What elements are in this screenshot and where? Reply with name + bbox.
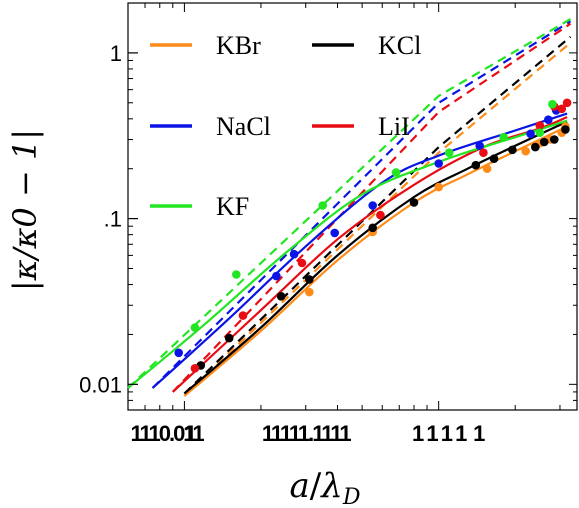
legend-label-kbr: KBr [216, 31, 261, 60]
y-tick-label: 0.01 [79, 372, 122, 397]
data-point-kcl [305, 275, 314, 284]
data-point-nacl [526, 129, 535, 139]
data-point-kcl [539, 137, 549, 147]
data-point-nacl [272, 271, 281, 281]
data-point-kf [499, 132, 508, 142]
theory-curves [127, 112, 568, 397]
data-point-lii [562, 98, 572, 108]
data-point-lii [376, 210, 385, 220]
data-point-lii [535, 121, 545, 130]
asymptote-lii [172, 22, 572, 393]
data-point-lii [479, 148, 488, 157]
data-point-nacl [289, 249, 299, 259]
data-point-kcl [531, 142, 540, 152]
theory-curve-nacl [151, 112, 568, 389]
legend: KBr KCl NaCl LiI KF [150, 31, 421, 221]
legend-label-lii: LiI [378, 112, 410, 141]
asymptote-kf [127, 18, 572, 389]
x-axis-title-a: a [290, 466, 310, 506]
data-point-kcl [276, 292, 286, 301]
data-point-nacl [368, 201, 378, 210]
data-point-kf [190, 323, 200, 332]
data-point-lii [557, 104, 567, 114]
data-point-kcl [409, 198, 419, 207]
theory-curve-kf [127, 119, 568, 389]
data-point-kcl [368, 223, 378, 233]
data-point-nacl [174, 348, 183, 358]
data-point-kcl [508, 145, 517, 155]
data-point-kcl [471, 160, 481, 170]
y-tick-label: 1 [110, 41, 122, 66]
x-axis-title-lambda: λ [319, 466, 343, 506]
x-axis-title: a/λD [290, 466, 361, 508]
x-axis-title-sub: D [342, 485, 361, 508]
data-point-kbr [434, 182, 444, 192]
x-tick-label: 1 [185, 421, 197, 446]
data-points [174, 98, 572, 373]
data-point-nacl [544, 115, 553, 124]
asymptote-kbr [183, 41, 572, 397]
data-point-kcl [550, 135, 559, 144]
data-point-kcl [224, 333, 234, 343]
plot-frame [127, 2, 578, 411]
data-point-kf [444, 148, 454, 157]
data-point-kf [232, 270, 241, 279]
data-point-kcl [561, 125, 570, 134]
data-point-kbr [305, 287, 314, 297]
data-point-nacl [434, 159, 444, 168]
asymptote-kcl [183, 35, 572, 395]
data-point-kbr [521, 146, 530, 156]
data-point-kf [318, 201, 328, 210]
y-axis-title: |κ/κ0 − 1| [6, 129, 44, 291]
y-axis-ticks: 0.01 .1 1 [79, 41, 138, 401]
x-axis-title-slash: / [310, 466, 322, 506]
data-point-nacl [475, 141, 485, 151]
right-minor-ticks [569, 52, 577, 401]
data-point-lii [238, 311, 248, 320]
data-point-lii [190, 364, 200, 373]
x-tick-label: 1 1 1 1 [412, 421, 467, 446]
data-point-kf [391, 168, 401, 177]
asymptote-lines [127, 18, 572, 397]
data-point-kbr [482, 164, 492, 173]
data-point-kcl [489, 154, 499, 163]
x-tick-label: 1 [473, 421, 485, 446]
data-point-kf [535, 128, 545, 137]
data-point-lii [297, 258, 307, 268]
y-tick-label: .1 [104, 207, 122, 232]
data-point-kf [548, 99, 557, 109]
legend-label-kcl: KCl [378, 31, 421, 60]
theory-curve-kcl [183, 120, 568, 395]
data-point-nacl [330, 228, 340, 238]
legend-label-kf: KF [216, 192, 249, 221]
x-tick-label: 11111.1111 [262, 421, 351, 446]
theory-curve-kbr [183, 125, 568, 397]
x-tick-label: 1110.011 [130, 421, 204, 446]
legend-label-nacl: NaCl [216, 112, 271, 141]
